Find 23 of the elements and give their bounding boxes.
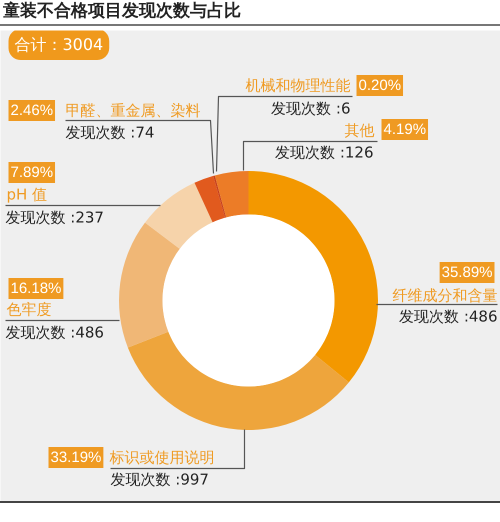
slice-label: 其他: [344, 122, 374, 140]
data-label: 2.46%: [10, 102, 54, 119]
chart-title: 童装不合格项目发现次数与占比: [3, 0, 241, 22]
data-label: 33.19%: [50, 449, 102, 466]
text: 发现次数 :486: [399, 308, 498, 326]
data-label: 35.89%: [442, 264, 492, 281]
slice-label: pH 值: [6, 186, 48, 204]
text: 发现次数 :237: [6, 208, 104, 226]
slice-label: 纤维成分和含量: [392, 286, 498, 304]
slice-label: 机械和物理性能: [246, 76, 350, 94]
slice-label: 甲醛、重金属、染料: [66, 102, 200, 120]
slice-label: 色牢度: [6, 300, 52, 318]
data-label: 4.19%: [384, 121, 426, 138]
text: 发现次数 :74: [66, 124, 154, 142]
text: 发现次数 :997: [110, 470, 209, 488]
data-label: 16.18%: [10, 280, 62, 297]
chart-subtitle: 合计：3004: [14, 35, 104, 54]
data-label: 0.20%: [358, 77, 402, 94]
slice-label: 标识或使用说明: [108, 448, 214, 466]
text: 发现次数 :486: [6, 324, 104, 342]
data-label: 7.89%: [10, 164, 54, 181]
text: 发现次数 :6: [271, 100, 351, 118]
text: 发现次数 :126: [275, 144, 374, 162]
